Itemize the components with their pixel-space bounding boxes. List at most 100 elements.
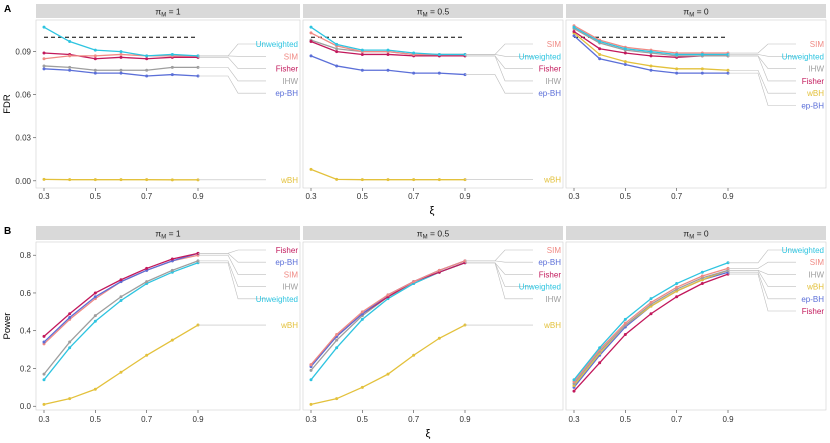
power-facet-2-point-sim bbox=[412, 280, 416, 284]
power-facet-2-point-wbh bbox=[437, 336, 441, 340]
power-facet-3-series-wbh bbox=[573, 269, 729, 386]
fdr-facet-2-label-ihw: IHW bbox=[545, 77, 561, 86]
fdr-facet-2-leader-ep-bh bbox=[465, 74, 533, 94]
power-facet-2-label-unweighted: Unweighted bbox=[519, 283, 561, 292]
power-x-axis-label: ξ bbox=[426, 428, 431, 440]
fdr-facet-1-point-wbh bbox=[42, 177, 46, 181]
strip-value: = 0 bbox=[694, 229, 709, 239]
power-facet-2-xtick-label: 0.3 bbox=[305, 415, 317, 424]
power-facet-1-label-ihw: IHW bbox=[282, 283, 298, 292]
power-facet-1-point-ihw bbox=[145, 280, 149, 284]
fdr-facet-3-label-unweighted: Unweighted bbox=[782, 52, 824, 61]
fdr-facet-2-strip bbox=[303, 4, 563, 18]
fdr-facet-1-ytick-label: 0.03 bbox=[15, 134, 31, 143]
fdr-facet-1-leader-ep-bh bbox=[198, 75, 266, 94]
power-facet-1-point-fisher bbox=[42, 334, 46, 338]
power-facet-1-point-ep-bh bbox=[93, 295, 97, 299]
power-facet-1-point-unweighted bbox=[42, 378, 46, 382]
fdr-facet-3-label-ihw: IHW bbox=[808, 65, 824, 74]
power-facet-2-strip-label: πM = 0.5 bbox=[417, 229, 450, 241]
strip-pi-symbol: π bbox=[417, 7, 423, 17]
power-facet-3-group: πM = 0 0.3 0.5 0.7 0.9 Unweighted SIM IHW wBH ep-… bbox=[565, 226, 827, 424]
power-facet-3-strip-label: πM = 0 bbox=[683, 229, 709, 241]
fdr-facet-1-label-fisher: Fisher bbox=[276, 65, 299, 74]
fdr-facet-2-label-ep-bh: ep-BH bbox=[538, 89, 561, 98]
power-facet-1-ytick-label: 0.6 bbox=[20, 289, 32, 298]
power-facet-3-point-unweighted bbox=[649, 297, 653, 301]
power-facet-3-series-ep-bh bbox=[573, 271, 729, 388]
fdr-facet-3-label-fisher: Fisher bbox=[802, 77, 825, 86]
fdr-facet-3-label-ep-bh: ep-BH bbox=[801, 102, 824, 111]
power-facet-1-point-fisher bbox=[119, 278, 123, 282]
power-facet-1-point-ihw bbox=[68, 340, 72, 344]
fdr-facet-1-point-unweighted bbox=[145, 54, 149, 58]
power-facet-2-point-sim bbox=[386, 293, 390, 297]
fdr-facet-2-label-wbh: wBH bbox=[543, 176, 561, 185]
power-facet-1-point-fisher bbox=[170, 257, 174, 261]
power-facet-1-point-wbh bbox=[145, 353, 149, 357]
strip-value: = 0.5 bbox=[428, 7, 450, 17]
power-facet-3-series-fisher bbox=[573, 273, 729, 392]
fdr-facet-3-point-unweighted bbox=[675, 52, 679, 56]
fdr-facet-3-point-fisher bbox=[649, 54, 653, 58]
power-facet-2-point-ihw bbox=[309, 368, 313, 372]
power-facet-1-point-ihw bbox=[42, 372, 46, 376]
power-facet-3-xtick-label: 0.9 bbox=[722, 415, 734, 424]
power-facet-2-point-ihw bbox=[335, 338, 339, 342]
power-facet-1-point-wbh bbox=[170, 338, 174, 342]
fdr-facet-2-point-unweighted bbox=[412, 51, 416, 55]
power-facet-3-point-unweighted bbox=[623, 317, 627, 321]
fdr-facet-3-point-wbh bbox=[700, 67, 704, 71]
fdr-facet-1-xtick-label: 0.5 bbox=[90, 192, 102, 201]
fdr-facet-1-point-ep-bh bbox=[170, 73, 174, 77]
fdr-facet-1-strip-label: πM = 1 bbox=[155, 7, 181, 19]
fdr-facet-3-point-ep-bh bbox=[675, 71, 679, 75]
power-facet-1-point-fisher bbox=[93, 291, 97, 295]
fdr-facet-2-point-unweighted bbox=[437, 52, 441, 56]
power-facet-1-strip-label: πM = 1 bbox=[155, 229, 181, 241]
power-facet-2-point-sim bbox=[360, 310, 364, 314]
power-facet-3-leader-wbh bbox=[728, 270, 796, 287]
fdr-facet-1-point-ihw bbox=[170, 65, 174, 69]
strip-value: = 0.5 bbox=[428, 229, 450, 239]
strip-pi-symbol: π bbox=[417, 229, 423, 239]
fdr-facet-1-point-fisher bbox=[145, 57, 149, 61]
power-facet-2-series-ihw bbox=[310, 262, 466, 371]
power-facet-1-leader-unweighted bbox=[198, 262, 266, 300]
fdr-facet-1-strip bbox=[36, 4, 300, 18]
fdr-facet-1-point-ep-bh bbox=[119, 71, 123, 75]
fdr-facet-1-ytick-label: 0.09 bbox=[15, 48, 31, 57]
power-facet-1-point-ep-bh bbox=[68, 316, 72, 320]
fdr-facet-3-point-fisher bbox=[623, 51, 627, 55]
power-facet-2-point-sim bbox=[309, 363, 313, 367]
fdr-facet-3-point-unweighted bbox=[623, 47, 627, 51]
power-facet-3-label-unweighted: Unweighted bbox=[782, 246, 824, 255]
fdr-facet-1-xtick-label: 0.7 bbox=[141, 192, 153, 201]
fdr-facet-3-point-wbh bbox=[675, 67, 679, 71]
power-facet-1-point-ihw bbox=[170, 268, 174, 272]
power-facet-1-label-ep-bh: ep-BH bbox=[275, 258, 298, 267]
fdr-facet-2-point-wbh bbox=[309, 167, 313, 171]
fdr-facet-3-label-wbh: wBH bbox=[806, 89, 824, 98]
fdr-facet-2-point-wbh bbox=[437, 178, 441, 182]
power-facet-3-point-sim bbox=[700, 274, 704, 278]
power-facet-2-leader-ihw bbox=[465, 262, 533, 300]
power-facet-2-label-wbh: wBH bbox=[543, 321, 561, 330]
strip-subscript: M bbox=[689, 13, 694, 19]
power-y-axis-label: Power bbox=[2, 313, 13, 340]
power-facet-1-series-fisher bbox=[43, 252, 199, 337]
fdr-facet-1-leader-fisher bbox=[198, 57, 266, 69]
fdr-facet-3-xtick-label: 0.5 bbox=[620, 192, 632, 201]
strip-value: = 1 bbox=[166, 229, 181, 239]
fdr-facet-1-ytick-label: 0.00 bbox=[15, 177, 31, 186]
fdr-facet-3-panel-border bbox=[565, 19, 827, 189]
strip-subscript: M bbox=[423, 13, 428, 19]
strip-subscript: M bbox=[161, 235, 166, 241]
fdr-facet-1-label-ep-bh: ep-BH bbox=[275, 89, 298, 98]
fdr-facet-2-series-ep-bh bbox=[310, 55, 466, 76]
panel-a-letter: A bbox=[4, 4, 11, 15]
fdr-y-axis-label: FDR bbox=[2, 94, 13, 114]
fdr-facet-1-panel-border bbox=[35, 19, 301, 189]
power-facet-3-point-fisher bbox=[598, 361, 602, 365]
